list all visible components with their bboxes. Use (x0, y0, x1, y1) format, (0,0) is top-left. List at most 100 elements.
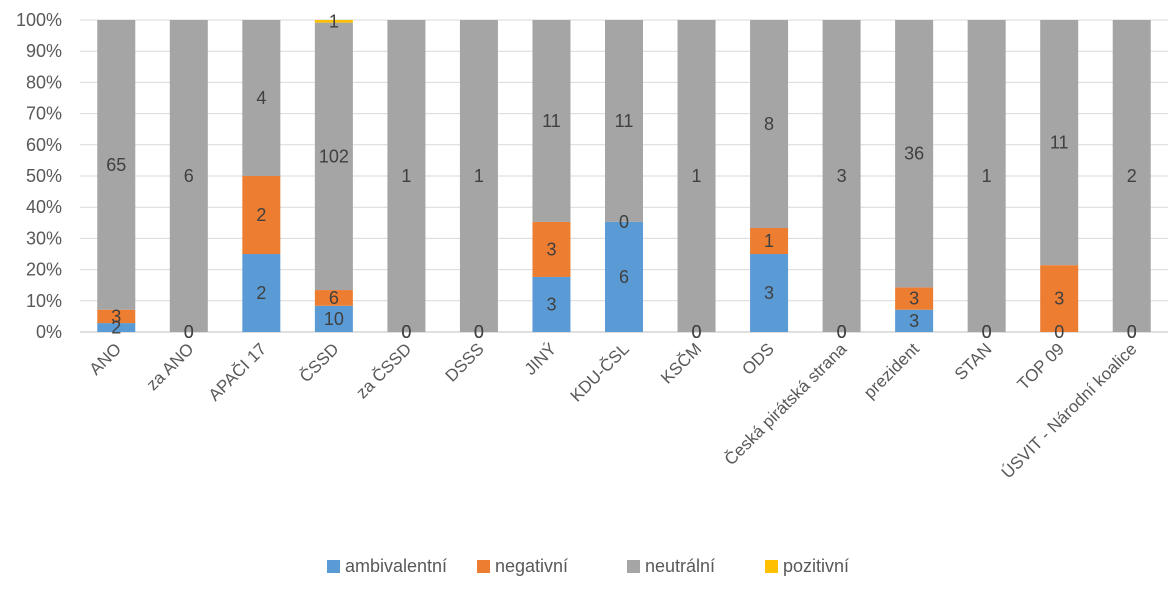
legend-swatch-neutrální (627, 560, 640, 573)
y-tick-label: 70% (26, 104, 62, 124)
legend-label: negativní (495, 556, 568, 576)
x-tick-label: JINÝ (521, 339, 560, 378)
data-label-negativní: 2 (256, 205, 266, 225)
bar-negativní (1040, 265, 1079, 332)
bar-ambivalentní (605, 221, 643, 332)
x-tick-label: ANO (86, 339, 125, 378)
x-tick-label: KDU-ČSL (567, 339, 633, 405)
bar-neutrální (605, 20, 643, 222)
data-label-negativní: 0 (837, 322, 847, 342)
bar-neutrální (387, 20, 426, 332)
y-tick-label: 90% (26, 41, 62, 61)
x-tick-label: KSČM (657, 339, 705, 387)
bar-negativní (97, 309, 136, 324)
data-label-ambivalentní: 0 (474, 322, 484, 342)
bar-neutrální (967, 20, 1006, 332)
bar-neutrální (895, 20, 934, 288)
data-label-negativní: 0 (401, 322, 411, 342)
legend-label: pozitivní (783, 556, 849, 576)
y-tick-label: 30% (26, 228, 62, 248)
data-label-neutrální: 11 (1050, 133, 1069, 153)
data-label-negativní: 1 (764, 231, 774, 251)
y-tick-label: 50% (26, 166, 62, 186)
bar-neutrální (97, 20, 136, 310)
bar-neutrální (169, 20, 208, 332)
bar-ambivalentní (750, 254, 789, 332)
data-label-ambivalentní: 0 (1127, 322, 1137, 342)
bar-ambivalentní (314, 305, 353, 332)
data-label-ambivalentní: 3 (909, 311, 919, 331)
data-label-negativní: 3 (111, 306, 121, 326)
data-label-ambivalentní: 0 (982, 322, 992, 342)
legend-label: ambivalentní (345, 556, 447, 576)
bar-negativní (750, 228, 789, 254)
y-tick-label: 40% (26, 197, 62, 217)
bar-neutrální (1112, 20, 1151, 332)
bar-neutrální (677, 20, 716, 332)
x-tick-label: DSSS (442, 339, 488, 385)
data-label-neutrální: 6 (184, 166, 194, 186)
data-label-neutrální: 1 (982, 166, 992, 186)
y-tick-label: 0% (36, 322, 62, 342)
data-label-negativní: 3 (546, 239, 556, 259)
bar-neutrální (459, 20, 498, 332)
bar-neutrální (750, 20, 789, 228)
bar-ambivalentní (532, 276, 571, 332)
data-label-neutrální: 3 (837, 166, 847, 186)
legend-label: neutrální (645, 556, 715, 576)
data-label-neutrální: 1 (474, 166, 484, 186)
legend-swatch-pozitivní (765, 560, 778, 573)
data-label-ambivalentní: 3 (546, 294, 556, 314)
x-tick-label: ÚSVIT - Národní koalice (998, 339, 1141, 482)
y-tick-label: 10% (26, 291, 62, 311)
data-label-ambivalentní: 0 (184, 322, 194, 342)
y-tick-label: 60% (26, 135, 62, 155)
data-label-negativní: 0 (474, 322, 484, 342)
x-tick-label: prezident (860, 339, 923, 402)
data-label-negativní: 0 (692, 322, 702, 342)
bar-ambivalentní (895, 309, 934, 332)
data-label-neutrální: 65 (106, 155, 126, 175)
legend-swatch-ambivalentní (327, 560, 340, 573)
y-tick-label: 80% (26, 72, 62, 92)
data-label-neutrální: 1 (692, 166, 702, 186)
data-label-neutrální: 102 (319, 146, 349, 166)
data-label-neutrální: 36 (904, 144, 924, 164)
data-label-neutrální: 2 (1127, 166, 1137, 186)
data-label-neutrální: 11 (615, 111, 634, 131)
x-tick-label: za ANO (143, 339, 198, 394)
x-tick-label: STAN (951, 339, 996, 384)
data-label-ambivalentní: 0 (1054, 322, 1064, 342)
bar-neutrální (242, 20, 281, 176)
data-label-ambivalentní: 10 (324, 309, 344, 329)
y-tick-label: 100% (16, 10, 62, 30)
data-label-ambivalentní: 2 (256, 283, 266, 303)
data-label-negativní: 0 (982, 322, 992, 342)
data-label-negativní: 3 (909, 289, 919, 309)
x-tick-label: TOP 09 (1014, 339, 1068, 393)
bar-neutrální (532, 20, 571, 222)
bar-negativní (242, 176, 281, 254)
bar-neutrální (314, 22, 353, 291)
data-label-neutrální: 1 (401, 166, 411, 186)
data-label-negativní: 0 (619, 212, 629, 232)
legend-swatch-negativní (477, 560, 490, 573)
bar-negativní (314, 290, 353, 306)
data-label-negativní: 6 (329, 288, 339, 308)
x-tick-label: APAČI 17 (205, 339, 270, 404)
x-tick-label: za ČSSD (352, 339, 415, 402)
x-tick-label: Česká pirátská strana (721, 339, 851, 469)
bar-ambivalentní (97, 323, 136, 332)
data-label-negativní: 0 (184, 322, 194, 342)
data-label-neutrální: 11 (542, 111, 561, 131)
bar-neutrální (1040, 20, 1079, 266)
data-label-ambivalentní: 0 (401, 322, 411, 342)
data-label-negativní: 3 (1054, 289, 1064, 309)
data-label-ambivalentní: 6 (619, 267, 629, 287)
bar-pozitivní (314, 20, 353, 23)
x-tick-label: ODS (738, 339, 777, 378)
data-label-ambivalentní: 2 (111, 318, 121, 338)
bar-negativní (532, 221, 571, 277)
data-label-negativní: 0 (1127, 322, 1137, 342)
